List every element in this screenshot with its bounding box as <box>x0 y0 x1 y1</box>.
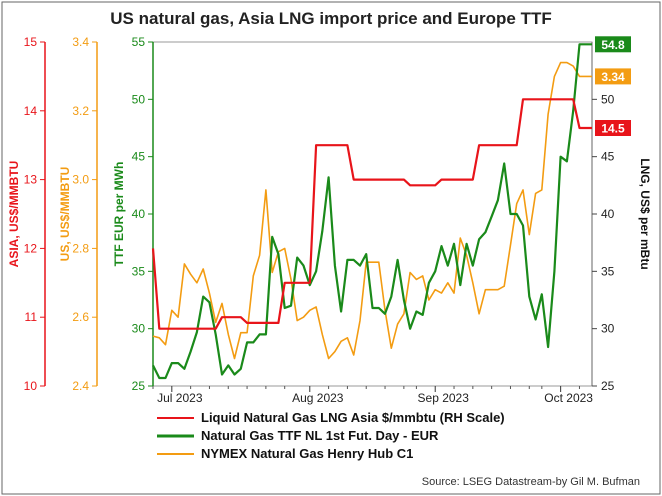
last-value-badge <box>595 120 631 136</box>
axes-layer: 10 11 12 13 14 15 ASIA, US$/MMBTU 2.4 2.6 2.8 3.0 3… <box>7 35 652 405</box>
ttf-tick-label: 35 <box>132 264 146 278</box>
series-line-2 <box>152 61 592 360</box>
plot-area <box>152 41 593 387</box>
legend-label: Natural Gas TTF NL 1st Fut. Day - EUR <box>201 428 439 443</box>
asia-tick-label: 14 <box>24 104 38 118</box>
x-tick-label: Oct 2023 <box>544 391 593 405</box>
lng-axis-title: LNG, US$ per mBtu <box>638 158 652 269</box>
legend-label: Liquid Natural Gas LNG Asia $/mmbtu (RH … <box>201 410 505 425</box>
x-tick-label: Aug 2023 <box>292 391 344 405</box>
us-tick-label: 3.4 <box>72 35 89 49</box>
ttf-tick-label: 30 <box>132 322 146 336</box>
asia-tick-label: 13 <box>24 173 38 187</box>
series-line-1 <box>152 43 592 380</box>
asia-tick-label: 11 <box>25 310 38 324</box>
ttf-tick-label: 40 <box>132 207 146 221</box>
lng-tick-label: 35 <box>601 264 615 278</box>
x-tick-label: Jul 2023 <box>157 391 203 405</box>
ttf-axis-title: TTF EUR per MWh <box>112 162 126 267</box>
us-tick-label: 3.0 <box>72 173 89 187</box>
asia-tick-label: 12 <box>24 241 38 255</box>
source-note: Source: LSEG Datastream-by Gil M. Bufman <box>422 476 640 488</box>
us-axis-title: US, US$/MMBTU <box>58 167 72 262</box>
legend-layer: Liquid Natural Gas LNG Asia $/mmbtu (RH … <box>157 410 505 461</box>
us-tick-label: 3.2 <box>72 104 89 118</box>
chart-title: US natural gas, Asia LNG import price an… <box>110 9 551 28</box>
last-value-badge <box>595 68 631 85</box>
lng-tick-label: 45 <box>601 150 615 164</box>
badge-layer: 54.8 14.5 3.34 <box>595 36 631 136</box>
last-value-label: 54.8 <box>601 38 625 52</box>
lng-tick-label: 25 <box>601 379 615 393</box>
ttf-tick-label: 45 <box>132 150 146 164</box>
lng-tick-label: 50 <box>601 92 615 106</box>
series-line-0 <box>151 98 592 330</box>
asia-tick-label: 15 <box>24 35 38 49</box>
last-value-badge <box>595 36 631 53</box>
ttf-tick-label: 50 <box>132 92 146 106</box>
x-tick-label: Sep 2023 <box>418 391 470 405</box>
asia-tick-label: 10 <box>24 379 38 393</box>
us-tick-label: 2.6 <box>72 310 89 324</box>
series-layer <box>151 43 592 380</box>
asia-axis-title: ASIA, US$/MMBTU <box>7 161 21 268</box>
last-value-label: 14.5 <box>601 122 625 136</box>
us-tick-label: 2.4 <box>72 379 89 393</box>
legend-label: NYMEX Natural Gas Henry Hub C1 <box>201 446 413 461</box>
lng-tick-label: 30 <box>601 322 615 336</box>
ttf-tick-label: 55 <box>132 35 146 49</box>
lng-tick-label: 40 <box>601 207 615 221</box>
last-value-label: 3.34 <box>601 70 625 84</box>
us-tick-label: 2.8 <box>72 241 89 255</box>
ttf-tick-label: 25 <box>132 379 146 393</box>
